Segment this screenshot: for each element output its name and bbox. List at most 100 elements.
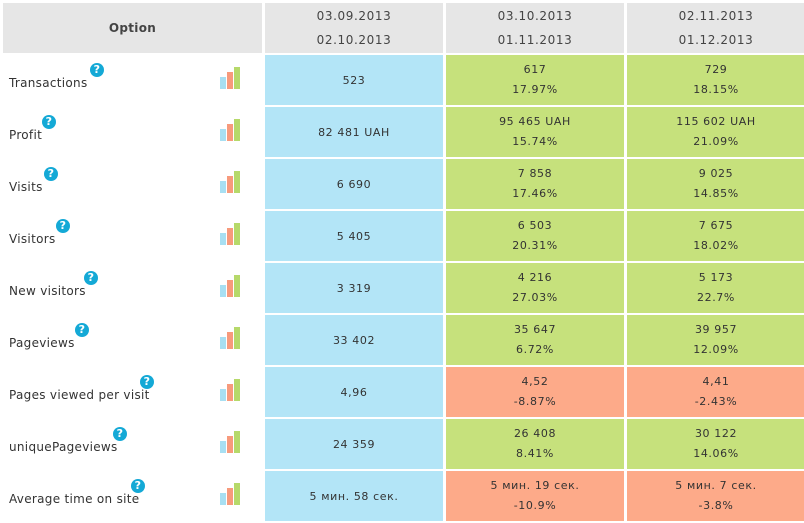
chart-icon-bar bbox=[227, 124, 233, 141]
compare-change: 22.7% bbox=[697, 291, 735, 304]
compare-cell-p2: 617 17.97% bbox=[446, 55, 624, 105]
row-label-average-time-on-site: Average time on site? bbox=[3, 471, 262, 521]
compare-value: 4,41 bbox=[702, 375, 730, 388]
period-header-2: 03.10.2013 01.11.2013 bbox=[446, 3, 624, 53]
compare-cell-p2: 95 465 UAH 15.74% bbox=[446, 107, 624, 157]
row-label-text: Pages viewed per visit bbox=[9, 388, 150, 402]
help-icon[interactable]: ? bbox=[56, 219, 70, 233]
base-value: 5 мин. 58 сек. bbox=[309, 489, 399, 503]
chart-icon-bar bbox=[227, 72, 233, 89]
chart-icon-bar bbox=[220, 285, 226, 297]
help-icon[interactable]: ? bbox=[90, 63, 104, 77]
chart-icon-bar bbox=[220, 389, 226, 401]
row-label-text: New visitors bbox=[9, 284, 86, 298]
compare-change: 17.46% bbox=[512, 187, 558, 200]
period-start: 03.10.2013 bbox=[497, 9, 573, 23]
help-icon[interactable]: ? bbox=[113, 427, 127, 441]
period-end: 01.11.2013 bbox=[497, 33, 573, 47]
chart-icon-bar bbox=[234, 327, 240, 349]
row-label-text: Transactions bbox=[9, 76, 88, 90]
help-icon[interactable]: ? bbox=[84, 271, 98, 285]
compare-cell-p2: 7 858 17.46% bbox=[446, 159, 624, 209]
compare-cell-p3: 7 675 18.02% bbox=[627, 211, 804, 261]
compare-change: -10.9% bbox=[513, 499, 557, 512]
compare-change: 6.72% bbox=[516, 343, 554, 356]
row-label-text: Visits bbox=[9, 180, 43, 194]
base-value-cell: 33 402 bbox=[265, 315, 443, 365]
chart-icon-bar bbox=[220, 441, 226, 453]
compare-cell-p2: 4 216 27.03% bbox=[446, 263, 624, 313]
period-header-1: 03.09.2013 02.10.2013 bbox=[265, 3, 443, 53]
chart-icon-bar bbox=[220, 337, 226, 349]
compare-value: 5 мин. 19 сек. bbox=[490, 479, 580, 492]
bar-chart-icon[interactable] bbox=[220, 275, 246, 297]
bar-chart-icon[interactable] bbox=[220, 119, 246, 141]
help-icon[interactable]: ? bbox=[42, 115, 56, 129]
base-value: 4,96 bbox=[340, 385, 368, 399]
help-icon[interactable]: ? bbox=[140, 375, 154, 389]
compare-change: 18.02% bbox=[693, 239, 739, 252]
compare-value: 7 858 bbox=[517, 167, 553, 180]
period-start: 02.11.2013 bbox=[678, 9, 754, 23]
compare-cell-p3: 5 173 22.7% bbox=[627, 263, 804, 313]
chart-icon-bar bbox=[234, 483, 240, 505]
base-value: 5 405 bbox=[336, 229, 372, 243]
help-icon[interactable]: ? bbox=[44, 167, 58, 181]
compare-cell-p2: 6 503 20.31% bbox=[446, 211, 624, 261]
compare-value: 115 602 UAH bbox=[676, 115, 756, 128]
chart-icon-bar bbox=[227, 488, 233, 505]
base-value-cell: 4,96 bbox=[265, 367, 443, 417]
row-label-text: Pageviews bbox=[9, 336, 75, 350]
compare-value: 5 мин. 7 сек. bbox=[675, 479, 757, 492]
chart-icon-bar bbox=[220, 181, 226, 193]
chart-icon-bar bbox=[234, 223, 240, 245]
base-value: 523 bbox=[342, 73, 366, 87]
compare-value: 7 675 bbox=[698, 219, 734, 232]
bar-chart-icon[interactable] bbox=[220, 379, 246, 401]
compare-cell-p3: 115 602 UAH 21.09% bbox=[627, 107, 804, 157]
row-label-uniquepageviews: uniquePageviews? bbox=[3, 419, 262, 469]
compare-change: 21.09% bbox=[693, 135, 739, 148]
chart-icon-bar bbox=[234, 275, 240, 297]
chart-icon-bar bbox=[227, 280, 233, 297]
compare-change: 14.06% bbox=[693, 447, 739, 460]
chart-icon-bar bbox=[227, 436, 233, 453]
compare-cell-p3: 30 122 14.06% bbox=[627, 419, 804, 469]
base-value: 3 319 bbox=[336, 281, 372, 295]
base-value: 33 402 bbox=[332, 333, 376, 347]
base-value-cell: 82 481 UAH bbox=[265, 107, 443, 157]
compare-cell-p3: 39 957 12.09% bbox=[627, 315, 804, 365]
chart-icon-bar bbox=[227, 384, 233, 401]
chart-icon-bar bbox=[227, 176, 233, 193]
bar-chart-icon[interactable] bbox=[220, 67, 246, 89]
compare-change: 15.74% bbox=[512, 135, 558, 148]
bar-chart-icon[interactable] bbox=[220, 431, 246, 453]
chart-icon-bar bbox=[220, 77, 226, 89]
row-label-transactions: Transactions? bbox=[3, 55, 262, 105]
compare-value: 35 647 bbox=[513, 323, 557, 336]
row-label-pages-viewed-per-visit: Pages viewed per visit? bbox=[3, 367, 262, 417]
compare-cell-p3: 4,41 -2.43% bbox=[627, 367, 804, 417]
compare-cell-p2: 26 408 8.41% bbox=[446, 419, 624, 469]
help-icon[interactable]: ? bbox=[75, 323, 89, 337]
bar-chart-icon[interactable] bbox=[220, 327, 246, 349]
period-end: 01.12.2013 bbox=[678, 33, 754, 47]
chart-icon-bar bbox=[227, 228, 233, 245]
compare-change: 20.31% bbox=[512, 239, 558, 252]
compare-change: -3.8% bbox=[698, 499, 734, 512]
row-label-text: Average time on site bbox=[9, 492, 140, 506]
option-header-label: Option bbox=[108, 21, 157, 35]
compare-value: 729 bbox=[704, 63, 728, 76]
bar-chart-icon[interactable] bbox=[220, 171, 246, 193]
compare-value: 4,52 bbox=[521, 375, 549, 388]
compare-cell-p3: 729 18.15% bbox=[627, 55, 804, 105]
bar-chart-icon[interactable] bbox=[220, 223, 246, 245]
row-label-visitors: Visitors? bbox=[3, 211, 262, 261]
compare-cell-p3: 5 мин. 7 сек. -3.8% bbox=[627, 471, 804, 521]
base-value-cell: 24 359 bbox=[265, 419, 443, 469]
compare-change: 14.85% bbox=[693, 187, 739, 200]
compare-value: 30 122 bbox=[694, 427, 738, 440]
chart-icon-bar bbox=[234, 431, 240, 453]
help-icon[interactable]: ? bbox=[131, 479, 145, 493]
bar-chart-icon[interactable] bbox=[220, 483, 246, 505]
